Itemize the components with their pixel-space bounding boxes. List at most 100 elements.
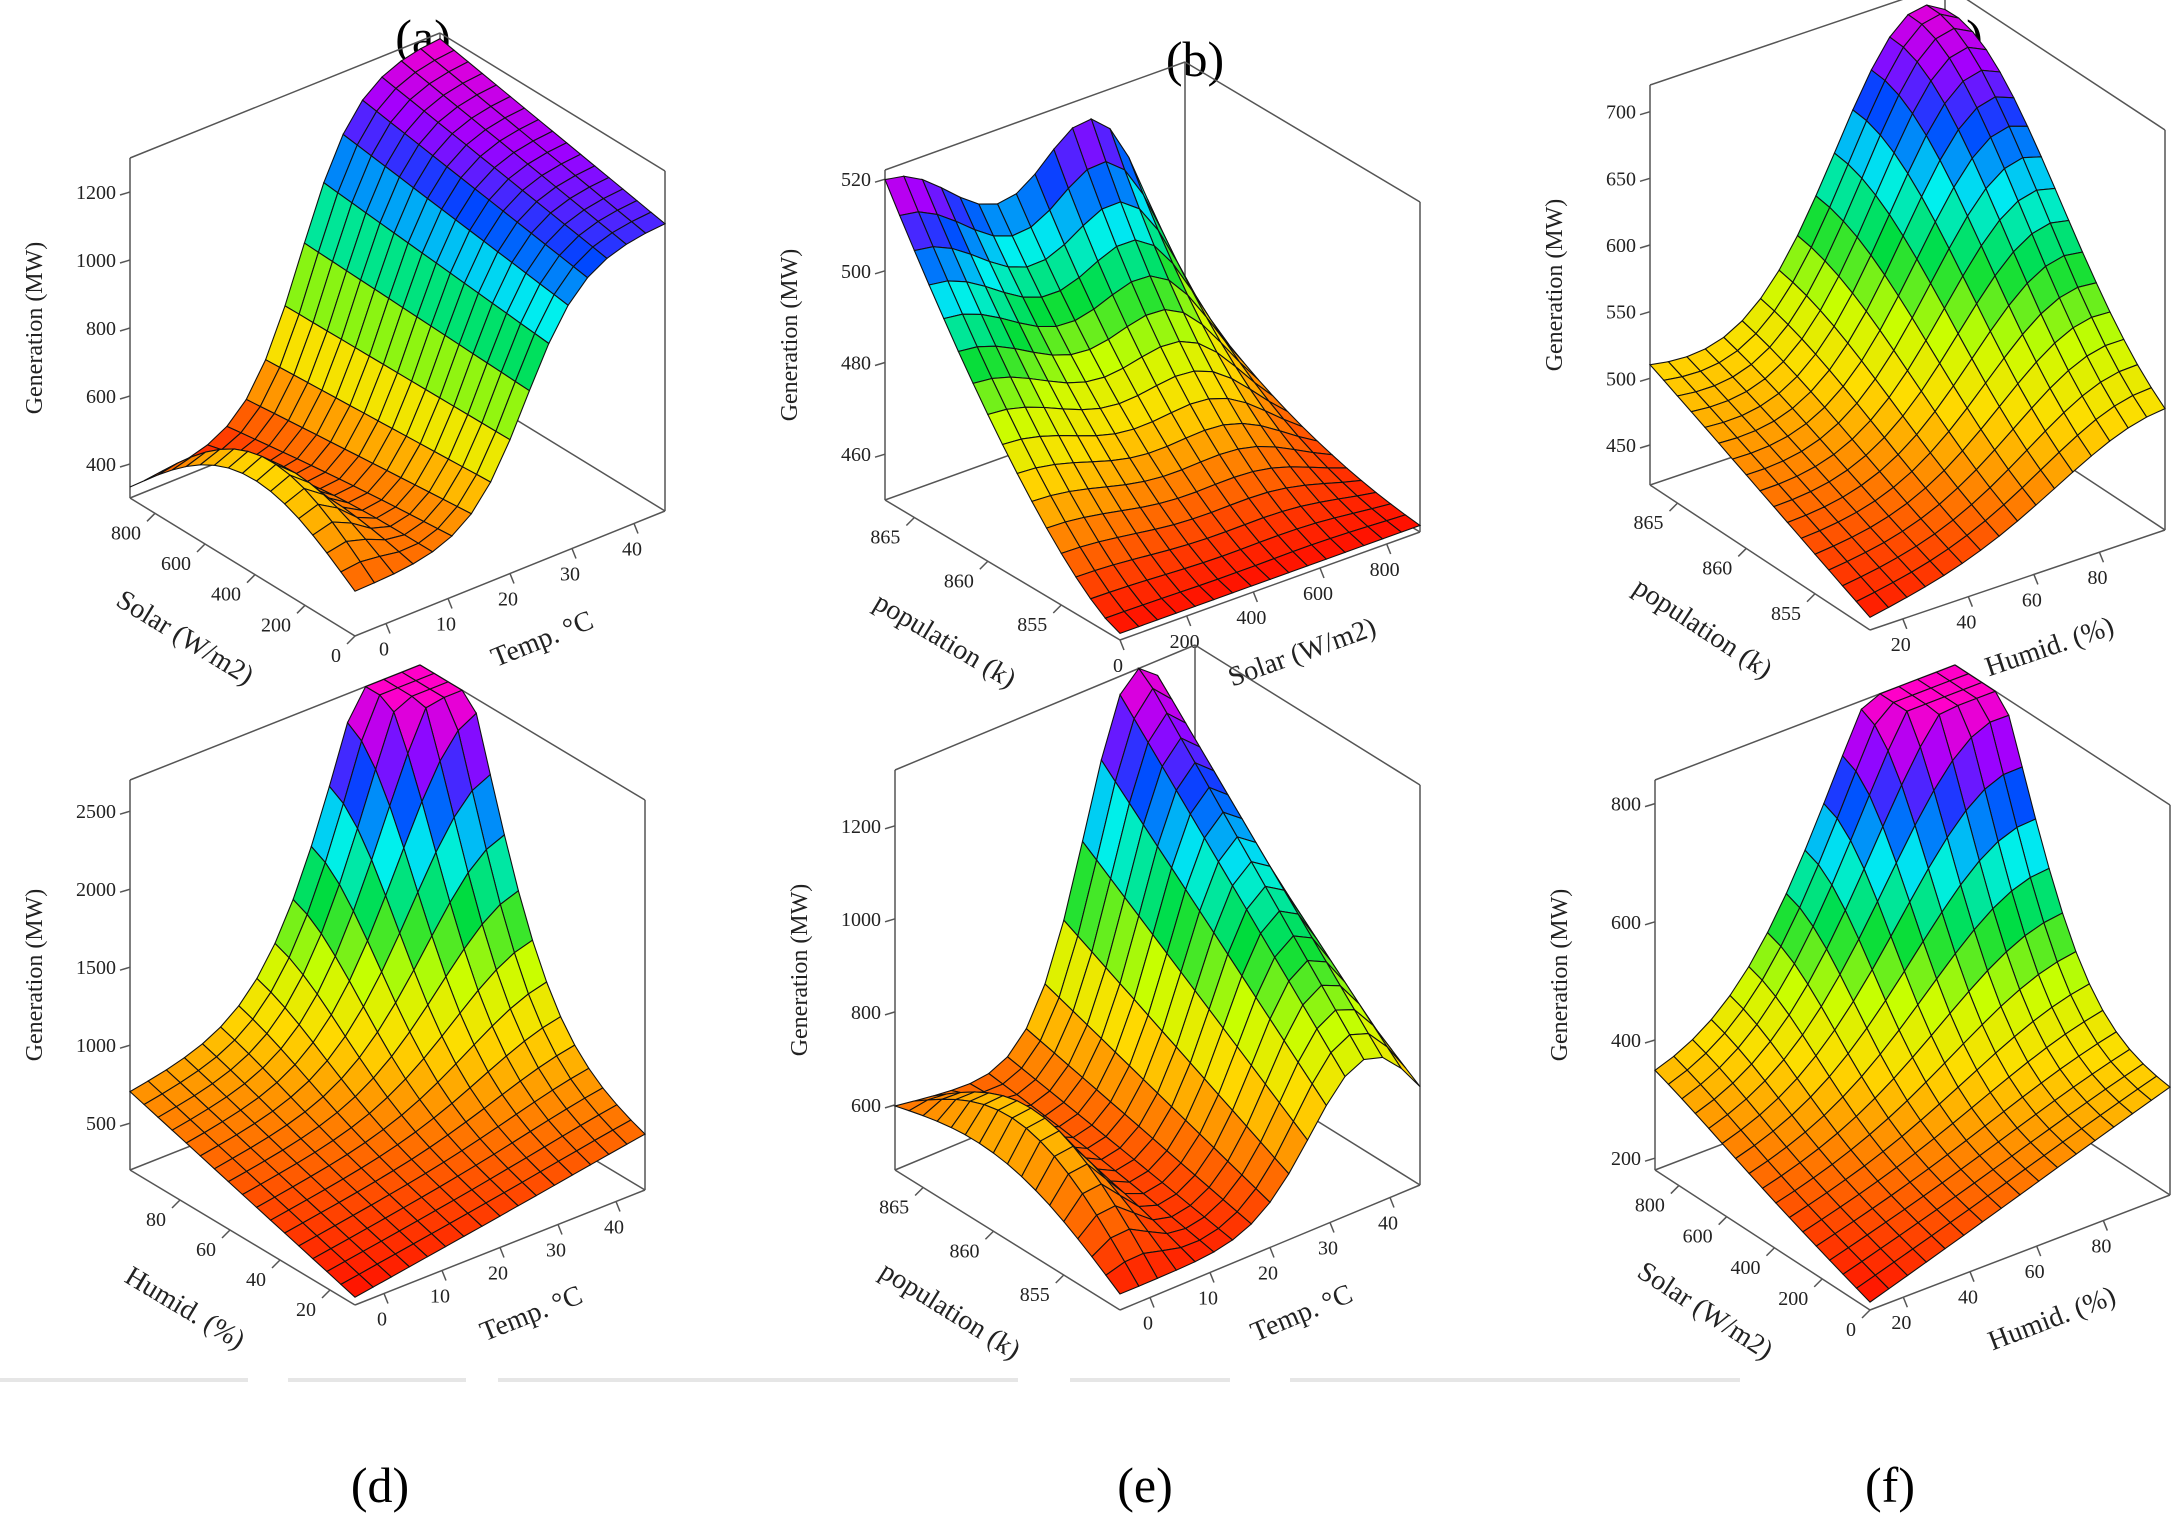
z-tick-label: 1200 <box>76 182 116 204</box>
x-tick-label: 600 <box>161 553 191 575</box>
surface-mesh <box>129 664 646 1298</box>
y-tick-label: 20 <box>1258 1263 1278 1285</box>
z-tick-label: 600 <box>851 1095 881 1117</box>
x-tick-label: 400 <box>211 584 241 606</box>
z-axis-label: Generation (MW) <box>1542 199 1568 372</box>
z-axis: 600 800 1000 1200 Generation (MW) <box>787 816 896 1117</box>
surface-cell <box>1104 610 1140 635</box>
y-tick-label: 60 <box>2022 589 2042 611</box>
z-tick-label: 1000 <box>76 1035 116 1057</box>
y-axis-label: Humid. (%) <box>1984 1280 2120 1357</box>
x-tick-label: 200 <box>1778 1288 1808 1310</box>
x-axis-label: Humid. (%) <box>120 1261 251 1356</box>
z-axis: 200 400 600 800 Generation (MW) <box>1547 794 1656 1170</box>
y-tick-label: 30 <box>560 564 580 586</box>
surface-mesh <box>1648 4 2166 618</box>
z-axis: 500 1000 1500 2000 2500 Generation (MW) <box>22 801 131 1135</box>
z-tick-label: 600 <box>1611 912 1641 934</box>
x-tick-label: 80 <box>146 1209 166 1231</box>
separator-line <box>0 1378 248 1382</box>
y-tick-label: 40 <box>1956 612 1976 634</box>
surface-chart-3: 500 1000 1500 2000 2500 Generation (MW) 20 40 60… <box>22 664 646 1356</box>
y-tick-label: 20 <box>488 1263 508 1285</box>
y-tick-label: 10 <box>1198 1288 1218 1310</box>
z-tick-label: 600 <box>86 386 116 408</box>
z-tick-label: 1000 <box>841 909 881 931</box>
x-axis: 855 860 865 population (k) <box>868 516 1062 695</box>
y-tick-label: 20 <box>1891 1312 1911 1334</box>
y-tick-label: 0 <box>377 1309 387 1331</box>
surface-mesh <box>129 38 667 592</box>
separator-line <box>1070 1378 1230 1382</box>
z-tick-label: 800 <box>851 1002 881 1024</box>
x-axis-label: population (k) <box>868 587 1021 695</box>
x-tick-label: 860 <box>1702 557 1732 579</box>
y-tick-label: 800 <box>1370 559 1400 581</box>
panel-label-d: (d) <box>350 1457 410 1513</box>
y-tick-label: 10 <box>430 1286 450 1308</box>
z-tick-label: 480 <box>841 353 871 375</box>
z-tick-label: 800 <box>1611 794 1641 816</box>
z-tick-label: 520 <box>841 169 871 191</box>
z-tick-label: 400 <box>1611 1030 1641 1052</box>
z-axis-label: Generation (MW) <box>1547 889 1573 1062</box>
x-tick-label: 40 <box>246 1269 266 1291</box>
surface-chart-1: 460 480 500 520 Generation (MW) 855 860 865 popu… <box>777 61 1422 695</box>
panel-label-b: (b) <box>1165 31 1225 87</box>
z-tick-label: 550 <box>1606 302 1636 324</box>
x-tick-label: 865 <box>870 527 900 549</box>
z-tick-label: 650 <box>1606 168 1636 190</box>
y-tick-label: 0 <box>379 639 389 661</box>
z-axis-label: Generation (MW) <box>787 884 813 1057</box>
x-axis-label: population (k) <box>1628 572 1778 686</box>
z-tick-label: 500 <box>86 1113 116 1135</box>
z-axis: 400 600 800 1000 1200 Generation (MW) <box>22 182 131 476</box>
x-axis: 855 860 865 population (k) <box>874 1186 1065 1367</box>
z-tick-label: 500 <box>841 261 871 283</box>
z-tick-label: 800 <box>86 318 116 340</box>
y-tick-label: 20 <box>1891 634 1911 656</box>
z-axis-label: Generation (MW) <box>777 249 803 422</box>
x-tick-label: 855 <box>1017 614 1047 636</box>
z-axis: 460 480 500 520 Generation (MW) <box>777 169 886 466</box>
x-tick-label: 860 <box>949 1240 979 1262</box>
x-tick-label: 855 <box>1020 1284 1050 1306</box>
y-tick-label: 80 <box>2091 1236 2111 1258</box>
z-axis: 450 500 550 600 650 700 Generation (MW) <box>1542 102 1651 457</box>
x-tick-label: 860 <box>944 570 974 592</box>
y-tick-label: 0 <box>1143 1313 1153 1335</box>
x-tick-label: 0 <box>331 645 341 667</box>
x-axis-label: population (k) <box>874 1256 1026 1367</box>
surface-cell <box>1105 1261 1140 1295</box>
x-tick-label: 20 <box>296 1299 316 1321</box>
x-axis: 855 860 865 population (k) <box>1628 502 1816 686</box>
z-tick-label: 500 <box>1606 368 1636 390</box>
x-tick-label: 865 <box>1634 512 1664 534</box>
z-tick-label: 200 <box>1611 1148 1641 1170</box>
z-tick-label: 400 <box>86 454 116 476</box>
y-axis-label: Humid. (%) <box>1981 611 2118 683</box>
y-tick-label: 40 <box>1958 1287 1978 1309</box>
z-tick-label: 1500 <box>76 957 116 979</box>
z-axis-label: Generation (MW) <box>22 242 48 415</box>
y-tick-label: 30 <box>1318 1238 1338 1260</box>
surface-cell <box>1386 1046 1421 1087</box>
y-tick-label: 400 <box>1236 607 1266 629</box>
surface-cell <box>340 561 376 592</box>
y-tick-label: 60 <box>2025 1261 2045 1283</box>
surface-mesh <box>1654 664 2171 1303</box>
surface-mesh <box>893 667 1421 1295</box>
separator-line <box>288 1378 466 1382</box>
x-tick-label: 0 <box>1846 1319 1856 1341</box>
y-tick-label: 30 <box>546 1240 566 1262</box>
panel-label-e: (e) <box>1117 1457 1173 1513</box>
x-tick-label: 200 <box>261 614 291 636</box>
x-tick-label: 400 <box>1730 1257 1760 1279</box>
y-tick-label: 10 <box>436 614 456 636</box>
y-tick-label: 200 <box>1170 631 1200 653</box>
surface-cell <box>1855 1274 1890 1303</box>
